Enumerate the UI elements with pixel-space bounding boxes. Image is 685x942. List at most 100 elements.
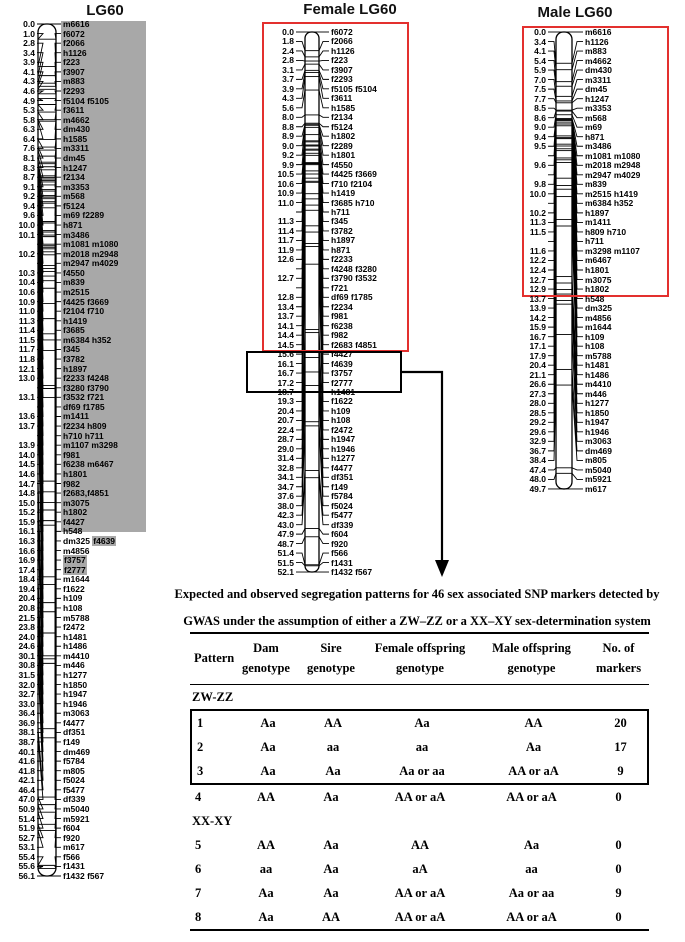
table-cell: 4 xyxy=(195,789,202,804)
position-label: 14.6 xyxy=(18,468,35,479)
position-label: 31.4 xyxy=(277,453,294,464)
marker-label: m3063 xyxy=(63,708,89,718)
marker-label: f1622 xyxy=(63,584,85,594)
table-caption-line1: Expected and observed segregation patter… xyxy=(174,587,660,601)
marker-label: m2515 xyxy=(63,287,89,297)
marker-label: h109 xyxy=(585,332,604,342)
marker-name: m1107 m3298 xyxy=(63,440,118,451)
position-label: 38.1 xyxy=(18,727,35,738)
header-line: Pattern xyxy=(194,651,235,665)
position-label: 24.0 xyxy=(18,631,35,642)
table-cell: 0 xyxy=(615,837,622,852)
marker-name: m1411 xyxy=(63,411,89,422)
marker-name: f4427 xyxy=(63,516,85,527)
marker-name: h1897 xyxy=(585,207,610,218)
marker-label: f5784 xyxy=(331,491,353,501)
marker-name: f223 xyxy=(63,57,81,68)
marker-name: h1947 xyxy=(331,434,356,445)
position-label: 9.5 xyxy=(534,141,546,152)
marker-label: h1486 xyxy=(585,370,609,380)
marker-name: f4550 xyxy=(331,159,353,170)
position-label: 13.0 xyxy=(18,373,35,384)
position-label: 14.0 xyxy=(18,449,35,460)
marker-name: h109 xyxy=(585,331,605,342)
marker-label: f345 xyxy=(331,216,348,226)
position-label: 0.0 xyxy=(534,27,546,37)
marker-name: f5477 xyxy=(63,784,85,795)
marker-label: m5921 xyxy=(585,474,611,484)
marker-label: f149 xyxy=(63,737,80,747)
position-label: 9.4 xyxy=(534,131,546,142)
marker-label: m2947 m4029 xyxy=(63,258,118,268)
marker-label: dm325 f4639 xyxy=(63,535,117,546)
marker-name: m69 f2289 xyxy=(63,210,105,221)
marker-label: m3353 xyxy=(63,182,89,192)
marker-label: m2018 m2948 xyxy=(63,249,118,259)
marker-name: f5477 xyxy=(331,510,353,521)
marker-name: f5124 xyxy=(63,200,85,211)
position-label: 13.1 xyxy=(18,392,35,403)
position-label: 8.8 xyxy=(282,121,294,132)
position-label: 21.1 xyxy=(529,369,546,380)
marker-label: dm469 xyxy=(585,446,612,456)
marker-label: f3790 f3532 xyxy=(331,273,377,283)
table-cell: aa xyxy=(259,861,273,876)
table-cell: 0 xyxy=(615,789,622,804)
position-label: 43.0 xyxy=(277,519,294,530)
marker-label: dm430 xyxy=(585,65,612,75)
table-cell: 9 xyxy=(617,763,624,778)
table-cell: AA xyxy=(524,715,543,730)
marker-label: f2683,f4851 xyxy=(63,488,109,498)
marker-name: f6072 xyxy=(63,28,85,39)
table-row: 4 AA Aa AA or aA AA or aA 0 xyxy=(190,785,649,809)
marker-name: f3685 xyxy=(63,325,85,336)
position-label: 8.1 xyxy=(23,153,35,164)
marker-label: m6616 xyxy=(63,19,89,29)
marker-name: df69 f1785 xyxy=(63,401,105,412)
table-cell: AA or aA xyxy=(508,763,559,778)
marker-name: f2293 xyxy=(63,86,85,96)
position-label: 47.0 xyxy=(18,794,35,805)
position-label: 42.1 xyxy=(18,775,35,786)
marker-label: h1801 xyxy=(331,150,355,160)
position-label: 16.3 xyxy=(18,535,35,546)
marker-name: f982 xyxy=(331,330,349,341)
marker-label: m568 xyxy=(585,113,607,123)
table-cell: 6 xyxy=(195,861,202,876)
marker-name: h871 xyxy=(331,244,351,255)
marker-label: m1411 xyxy=(63,411,89,421)
table-row: 8 Aa AA AA or aA AA or aA 0 xyxy=(190,905,649,929)
marker-name: m1081 m1080 xyxy=(585,150,641,161)
marker-name: f4425 f3669 xyxy=(63,296,109,307)
position-label: 51.4 xyxy=(277,548,294,559)
position-label: 50.9 xyxy=(18,803,35,814)
position-label: 28.0 xyxy=(529,398,546,409)
table-rule xyxy=(190,929,649,931)
marker-name: h108 xyxy=(585,341,605,352)
header-line: Male offspring xyxy=(492,641,571,655)
marker-label: h711 xyxy=(331,207,350,217)
table-row: 7 Aa Aa AA or aA Aa or aa 9 xyxy=(190,881,649,905)
table-header-cell: Pattern xyxy=(190,648,235,668)
table-header-cell: No. of markers xyxy=(588,638,649,678)
position-label: 6.3 xyxy=(23,124,35,135)
marker-name: h711 xyxy=(331,207,350,217)
marker-label: h1126 xyxy=(63,48,87,58)
marker-label: f5024 xyxy=(63,775,85,785)
marker-name: m3075 xyxy=(63,497,90,508)
position-label: 0.0 xyxy=(282,27,294,37)
marker-label: m1107 m3298 xyxy=(63,440,118,450)
marker-label: f604 xyxy=(63,823,80,833)
table-header-cell: Sire genotype xyxy=(297,638,365,678)
position-label: 2.8 xyxy=(282,55,294,66)
position-label: 12.6 xyxy=(277,254,294,265)
marker-name: f5784 xyxy=(331,491,353,502)
marker-label: h1481 xyxy=(331,387,355,397)
table-cell: 9 xyxy=(615,885,622,900)
marker-name: f1622 xyxy=(331,396,353,407)
marker-name: h108 xyxy=(331,415,351,426)
table-header-cell: Male offspring genotype xyxy=(475,638,588,678)
position-label: 17.1 xyxy=(529,341,546,352)
position-label: 10.9 xyxy=(18,296,35,307)
marker-name: m5040 xyxy=(585,464,612,475)
